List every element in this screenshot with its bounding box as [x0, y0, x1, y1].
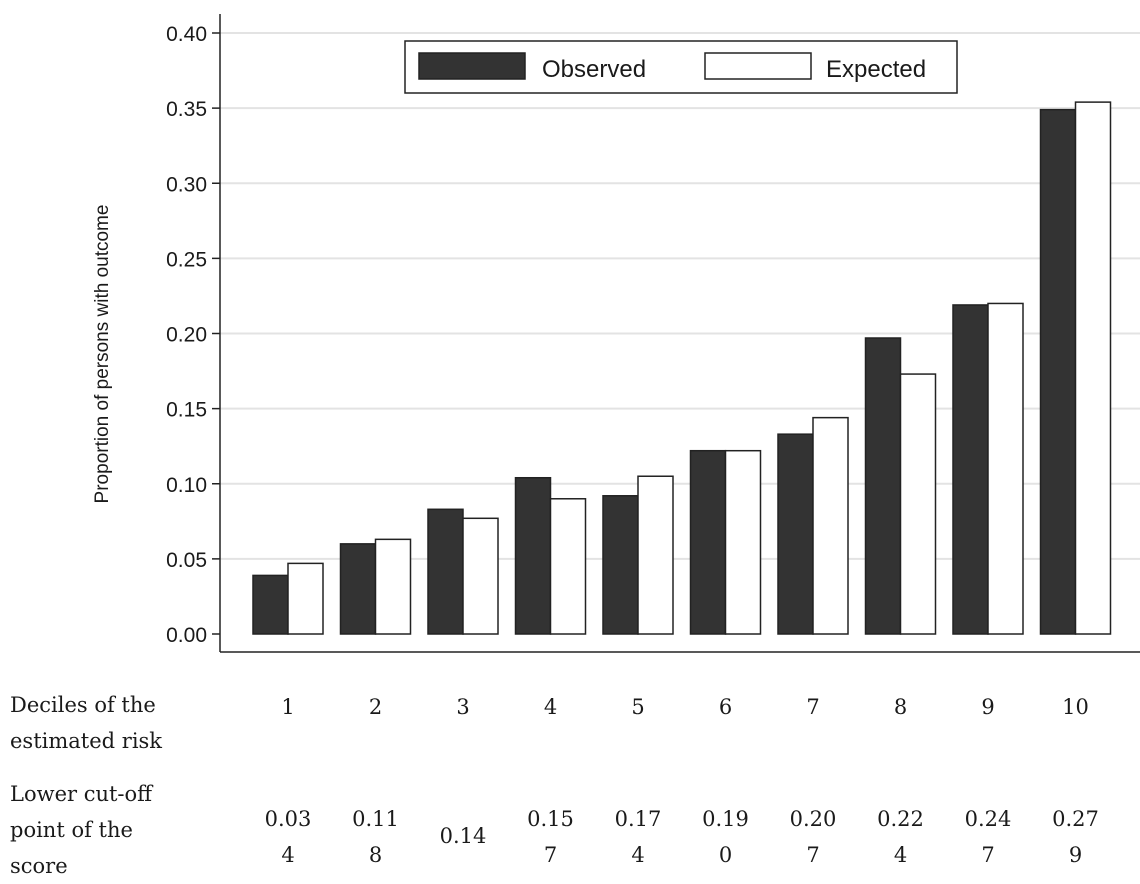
- bar-observed-1: [252, 574, 289, 635]
- bar-expected-9: [987, 302, 1024, 635]
- bar-expected-1: [287, 562, 324, 635]
- y-tick-label: 0.40: [166, 23, 207, 46]
- cutoff-label-6-line-1: 0.19: [702, 807, 749, 831]
- decile-label-4: 4: [544, 695, 557, 719]
- cutoff-label-10-line-2: 9: [1069, 843, 1082, 867]
- row-label-cutoff-line-3: score: [10, 854, 68, 878]
- cutoff-label-5-line-1: 0.17: [615, 807, 662, 831]
- cutoff-label-9-line-2: 7: [981, 843, 994, 867]
- cutoff-label-7-line-1: 0.20: [790, 807, 837, 831]
- row-label-cutoff: Lower cut-off point of the score: [10, 782, 154, 878]
- y-axis-label: Proportion of persons with outcome: [92, 205, 113, 504]
- y-tick-label: 0.10: [166, 474, 207, 497]
- row-label-deciles-line-1: Deciles of the: [10, 693, 156, 717]
- y-tick-label: 0.35: [166, 98, 207, 121]
- bar-observed-2: [339, 543, 377, 635]
- cutoff-label-8-line-2: 4: [894, 843, 907, 867]
- bar-observed-3: [427, 508, 464, 635]
- cutoff-label-9-line-1: 0.24: [965, 807, 1012, 831]
- legend-swatch-expected: [704, 52, 812, 80]
- bar-observed-5: [602, 495, 639, 635]
- y-tick-label: 0.30: [166, 173, 207, 196]
- decile-label-1: 1: [281, 695, 294, 719]
- legend-label-observed: Observed: [542, 56, 646, 83]
- row-label-deciles-line-2: estimated risk: [10, 729, 162, 753]
- cutoff-labels: 0.03 4 0.11 8 0.14 0.15 7 0.17 4 0.19 0 0.20 7 0.22 4 0…: [265, 807, 1099, 867]
- decile-label-8: 8: [894, 695, 907, 719]
- decile-label-6: 6: [719, 695, 732, 719]
- cutoff-label-6-line-2: 0: [719, 843, 732, 867]
- decile-label-5: 5: [631, 695, 644, 719]
- bar-observed-4: [514, 476, 552, 635]
- cutoff-label-8-line-1: 0.22: [877, 807, 924, 831]
- bar-observed-9: [952, 304, 989, 635]
- y-tick-labels: 0.00 0.05 0.10 0.15 0.20 0.25 0.30 0.35 0.40: [166, 23, 207, 647]
- decile-label-9: 9: [981, 695, 994, 719]
- bar-expected-3: [462, 517, 499, 635]
- bar-observed-7: [777, 433, 814, 635]
- cutoff-label-4-line-2: 7: [544, 843, 557, 867]
- axes: [219, 14, 1140, 653]
- bar-expected-4: [549, 498, 587, 635]
- bar-expected-5: [637, 475, 674, 635]
- bars: [252, 101, 1112, 635]
- cutoff-label-1-line-2: 4: [281, 843, 294, 867]
- cutoff-label-2-line-2: 8: [369, 843, 382, 867]
- y-tick-label: 0.05: [166, 549, 207, 572]
- legend-swatch-observed: [418, 52, 526, 80]
- decile-label-2: 2: [369, 695, 382, 719]
- y-tick-label: 0.00: [166, 624, 207, 647]
- cutoff-label-4-line-1: 0.15: [527, 807, 574, 831]
- cutoff-label-1-line-1: 0.03: [265, 807, 312, 831]
- legend-label-expected: Expected: [826, 56, 926, 83]
- decile-labels: 1 2 3 4 5 6 7 8 9 10: [281, 695, 1089, 719]
- cutoff-label-10-line-1: 0.27: [1052, 807, 1099, 831]
- bar-expected-8: [899, 373, 937, 635]
- row-label-cutoff-line-1: Lower cut-off: [10, 782, 154, 806]
- y-tick-label: 0.15: [166, 399, 207, 422]
- cutoff-label-3: 0.14: [440, 824, 487, 848]
- bar-expected-6: [724, 449, 762, 635]
- decile-label-7: 7: [806, 695, 819, 719]
- bar-observed-8: [864, 337, 902, 635]
- cutoff-label-2-line-1: 0.11: [352, 807, 399, 831]
- bar-observed-6: [689, 449, 727, 635]
- decile-label-3: 3: [456, 695, 469, 719]
- y-tick-label: 0.20: [166, 324, 207, 347]
- bar-expected-2: [374, 538, 412, 635]
- y-tick-label: 0.25: [166, 248, 207, 271]
- cutoff-label-7-line-2: 7: [806, 843, 819, 867]
- row-label-deciles: Deciles of the estimated risk: [10, 693, 162, 753]
- decile-label-10: 10: [1062, 695, 1089, 719]
- bar-expected-7: [812, 416, 849, 635]
- bar-expected-10: [1074, 101, 1112, 635]
- legend: Observed Expected: [404, 40, 958, 94]
- row-label-cutoff-line-2: point of the: [10, 818, 133, 842]
- cutoff-label-5-line-2: 4: [631, 843, 644, 867]
- bar-observed-10: [1039, 108, 1077, 635]
